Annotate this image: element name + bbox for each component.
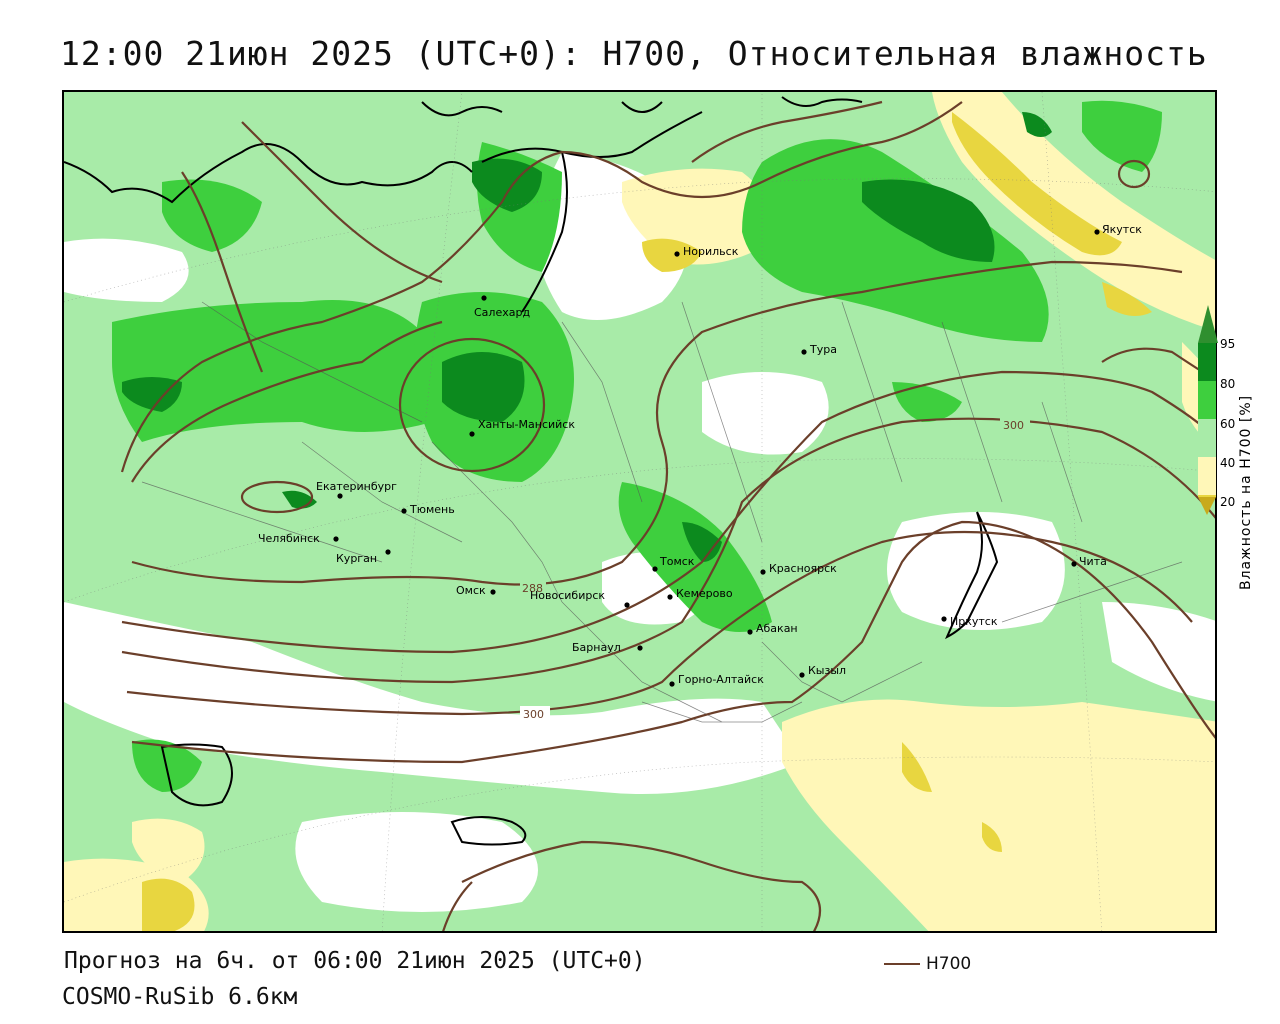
colorbar-cap-top (1198, 305, 1218, 343)
coastlines (64, 96, 999, 846)
humidity-map: 300 288 300 Норильск Якутск Салехард Тур… (62, 90, 1217, 933)
city-yakutsk: Якутск (1094, 223, 1142, 236)
contour-label: 288 (522, 582, 543, 595)
city-label: Барнаул (572, 641, 621, 654)
city-kemerovo: Кемерово (667, 587, 733, 600)
humidity-field-green (112, 100, 1162, 792)
city-label: Чита (1079, 555, 1107, 568)
colorbar-tick: 80 (1220, 377, 1236, 391)
h700-legend-line (884, 963, 920, 965)
city-label: Томск (659, 555, 695, 568)
map-title: 12:00 21июн 2025 (UTC+0): H700, Относите… (60, 34, 1208, 73)
city-tyumen: Тюмень (401, 503, 455, 516)
contour-closed-yakutsk (1117, 159, 1151, 189)
city-label: Норильск (683, 245, 739, 258)
graticule (64, 92, 1215, 931)
city-label: Курган (336, 552, 377, 565)
region-borders (141, 301, 1183, 723)
city-label: Красноярск (769, 562, 837, 575)
city-krasnoyarsk: Красноярск (760, 562, 837, 575)
city-label: Ханты-Мансийск (478, 418, 575, 431)
contour-label: 300 (1003, 419, 1024, 432)
colorbar-title: Влажность на H700 [%] (1238, 394, 1254, 590)
contour-closed-khanty (398, 337, 546, 473)
colorbar-band (1198, 457, 1216, 495)
colorbar-band (1198, 419, 1216, 457)
city-gorno-altaysk: Горно-Алтайск (669, 673, 764, 687)
city-irkutsk: Иркутск (941, 615, 998, 628)
h700-legend-label: H700 (926, 954, 972, 974)
city-tomsk: Томск (652, 555, 695, 572)
city-salekhard: Салехард (474, 295, 530, 319)
city-label: Якутск (1102, 223, 1142, 236)
city-kurgan: Курган (336, 549, 391, 565)
city-label: Челябинск (258, 532, 320, 545)
city-label: Кызыл (808, 664, 846, 677)
model-name: COSMO-RuSib 6.6км (62, 984, 298, 1010)
city-abakan: Абакан (747, 622, 798, 635)
contour-label: 300 (523, 708, 544, 721)
city-markers: Норильск Якутск Салехард Тура Ханты-Манс… (258, 223, 1142, 687)
forecast-info: Прогноз на 6ч. от 06:00 21июн 2025 (UTC+… (64, 948, 646, 974)
city-norilsk: Норильск (674, 245, 739, 258)
contour-closed-ekaterinburg (240, 480, 314, 514)
colorbar-tick: 95 (1220, 337, 1236, 351)
city-kyzyl: Кызыл (799, 664, 846, 678)
h700-contours (120, 100, 1215, 931)
colorbar-tick: 40 (1220, 456, 1236, 470)
colorbar-band (1198, 381, 1216, 419)
colorbar-band (1198, 495, 1216, 497)
colorbar-band (1198, 343, 1216, 381)
city-barnaul: Барнаул (572, 641, 643, 654)
city-tura: Тура (801, 343, 837, 356)
humidity-field-yellow-dark (142, 112, 1152, 931)
colorbar-tick: 60 (1220, 417, 1236, 431)
city-label: Новосибирск (530, 589, 605, 602)
city-label: Тура (809, 343, 837, 356)
city-novosibirsk: Новосибирск (530, 589, 630, 608)
city-label: Тюмень (409, 503, 455, 516)
colorbar-cap-bottom (1198, 497, 1216, 515)
city-label: Салехард (474, 306, 530, 319)
city-chita: Чита (1071, 555, 1107, 568)
city-omsk: Омск (456, 584, 496, 597)
city-label: Абакан (756, 622, 798, 635)
colorbar-tick: 20 (1220, 495, 1236, 509)
city-ekaterinburg: Екатеринбург (316, 480, 397, 499)
humidity-colorbar (1198, 305, 1218, 515)
city-label: Кемерово (676, 587, 733, 600)
city-chelyabinsk: Челябинск (258, 532, 339, 545)
city-khanty-mansiysk: Ханты-Мансийск (469, 418, 575, 437)
city-label: Екатеринбург (316, 480, 397, 493)
city-label: Иркутск (950, 615, 998, 628)
city-label: Омск (456, 584, 486, 597)
city-label: Горно-Алтайск (678, 673, 764, 686)
